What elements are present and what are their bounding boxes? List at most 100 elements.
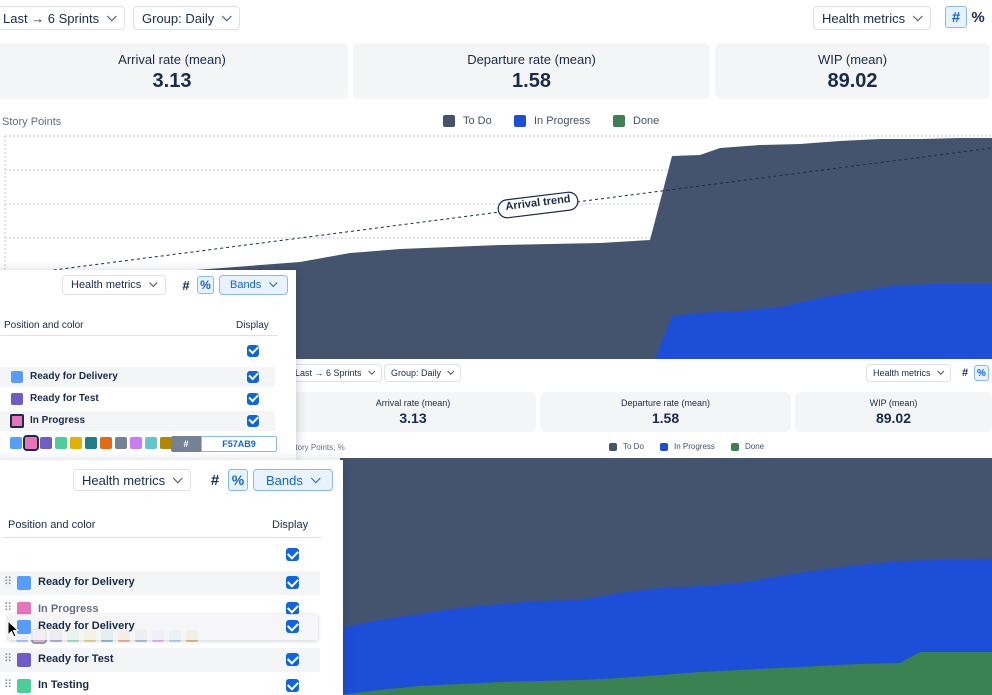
date-range-dropdown[interactable]: Last → 6 Sprints	[288, 364, 382, 382]
chevron-down-icon	[149, 278, 158, 288]
palette-color-swatch[interactable]	[23, 435, 39, 451]
arrival-rate-card: Arrival rate (mean) 3.13	[290, 392, 536, 432]
legend-in-progress[interactable]: In Progress	[514, 115, 590, 127]
legend-todo[interactable]: To Do	[609, 442, 644, 451]
chevron-down-icon	[269, 278, 278, 288]
legend-swatch	[443, 115, 455, 127]
band-label: Ready for Delivery	[38, 576, 135, 588]
palette-color-swatch[interactable]	[40, 437, 52, 449]
hash-icon: #	[182, 277, 190, 293]
percent-toggle-button[interactable]: %	[968, 6, 988, 28]
band-display-checkbox[interactable]	[247, 393, 259, 405]
hash-icon: #	[951, 8, 961, 26]
drag-handle-icon[interactable]: ⠿	[4, 576, 12, 588]
palette-color-swatch[interactable]	[10, 437, 22, 449]
bands-panel-large: Health metrics # % Bands Position and co…	[0, 460, 343, 695]
palette-color-swatch[interactable]	[70, 437, 82, 449]
legend-label: Done	[633, 115, 660, 127]
band-color-swatch[interactable]	[10, 414, 24, 428]
divider	[0, 335, 278, 336]
band-display-checkbox[interactable]	[286, 653, 299, 666]
date-range-label: Last → 6 Sprints	[295, 368, 362, 378]
band-row[interactable]: Ready for Delivery	[0, 367, 275, 387]
band-color-swatch[interactable]	[17, 679, 31, 693]
legend-swatch	[609, 442, 617, 451]
chevron-down-icon	[936, 367, 944, 375]
band-display-checkbox[interactable]	[286, 620, 299, 633]
group-by-dropdown[interactable]: Group: Daily	[133, 6, 241, 30]
chevron-down-icon	[447, 367, 455, 375]
column-header-display: Display	[272, 519, 309, 531]
palette-color-swatch[interactable]	[130, 437, 142, 449]
drag-handle-icon[interactable]: ⠿	[4, 602, 12, 614]
legend-todo[interactable]: To Do	[443, 115, 492, 127]
palette-color-swatch[interactable]	[145, 437, 157, 449]
palette-color-swatch[interactable]	[100, 437, 112, 449]
health-metrics-dropdown[interactable]: Health metrics	[62, 275, 167, 295]
percent-icon: %	[231, 472, 245, 488]
metric-label: Departure rate (mean)	[467, 52, 596, 67]
percent-toggle-button[interactable]: %	[197, 276, 214, 294]
chevron-down-icon	[222, 10, 232, 21]
percent-icon: %	[971, 8, 985, 26]
group-by-dropdown[interactable]: Group: Daily	[384, 364, 462, 382]
band-row[interactable]: In Progress	[0, 411, 275, 431]
band-color-swatch[interactable]	[17, 602, 31, 616]
drag-handle-icon[interactable]: ⠿	[4, 679, 12, 691]
count-toggle-button[interactable]: #	[178, 276, 194, 294]
palette-color-swatch[interactable]	[160, 437, 172, 449]
departure-rate-card: Departure rate (mean) 1.58	[353, 43, 710, 99]
band-display-checkbox[interactable]	[286, 679, 299, 692]
select-all-checkbox[interactable]	[286, 548, 299, 561]
percent-toggle-button[interactable]: %	[228, 469, 248, 491]
metric-value: 3.13	[399, 410, 427, 426]
band-color-swatch[interactable]	[17, 653, 31, 667]
bands-dropdown[interactable]: Bands	[219, 275, 289, 295]
bands-panel: Health metrics # % Bands Position and co…	[0, 270, 296, 460]
select-all-checkbox[interactable]	[247, 345, 259, 357]
percent-toggle-button[interactable]: %	[974, 365, 989, 381]
legend-swatch	[731, 442, 739, 451]
dragged-band-row[interactable]: Ready for Delivery	[8, 614, 318, 640]
in-progress-band	[655, 284, 992, 359]
legend-swatch	[514, 115, 526, 127]
band-color-swatch[interactable]	[11, 371, 23, 383]
bands-dropdown[interactable]: Bands	[253, 469, 333, 491]
palette-color-swatch[interactable]	[115, 437, 127, 449]
band-display-checkbox[interactable]	[286, 576, 299, 589]
health-metrics-dropdown[interactable]: Health metrics	[73, 469, 192, 491]
health-metrics-dropdown[interactable]: Health metrics	[866, 364, 951, 382]
percent-flow-chart	[340, 458, 992, 695]
date-range-dropdown[interactable]: Last → 6 Sprints	[0, 6, 126, 30]
drag-handle-icon[interactable]: ⠿	[4, 653, 12, 665]
band-color-swatch[interactable]	[11, 393, 23, 405]
wip-card: WIP (mean) 89.02	[715, 43, 990, 99]
band-row[interactable]: Ready for Test	[0, 389, 275, 409]
band-color-swatch[interactable]	[17, 620, 31, 634]
legend-done[interactable]: Done	[731, 442, 764, 451]
chevron-down-icon	[367, 367, 375, 375]
palette-color-swatch[interactable]	[85, 437, 97, 449]
legend-swatch	[613, 115, 625, 127]
band-display-checkbox[interactable]	[286, 602, 299, 615]
metric-label: Arrival rate (mean)	[118, 52, 226, 67]
band-row[interactable]: ⠿ In Progress	[0, 599, 320, 619]
count-toggle-button[interactable]: #	[958, 365, 972, 381]
hex-prefix: #	[171, 436, 201, 452]
band-color-swatch[interactable]	[17, 576, 31, 590]
count-toggle-button[interactable]: #	[945, 6, 967, 28]
palette-color-swatch[interactable]	[55, 437, 67, 449]
legend-done[interactable]: Done	[613, 115, 659, 127]
band-display-checkbox[interactable]	[247, 415, 259, 427]
band-label: In Testing	[38, 679, 90, 691]
y-axis-label: Story Points	[2, 116, 62, 128]
band-row[interactable]: ⠿ Ready for Delivery	[0, 571, 320, 595]
hex-input[interactable]: F57AB9	[201, 436, 277, 452]
band-display-checkbox[interactable]	[247, 371, 259, 383]
count-toggle-button[interactable]: #	[206, 469, 224, 491]
percent-icon: %	[977, 367, 986, 379]
band-row[interactable]: ⠿ Ready for Test	[0, 648, 320, 672]
legend-in-progress[interactable]: In Progress	[660, 442, 715, 451]
band-row[interactable]: ⠿ In Testing	[0, 674, 320, 695]
health-metrics-dropdown[interactable]: Health metrics	[813, 6, 932, 30]
